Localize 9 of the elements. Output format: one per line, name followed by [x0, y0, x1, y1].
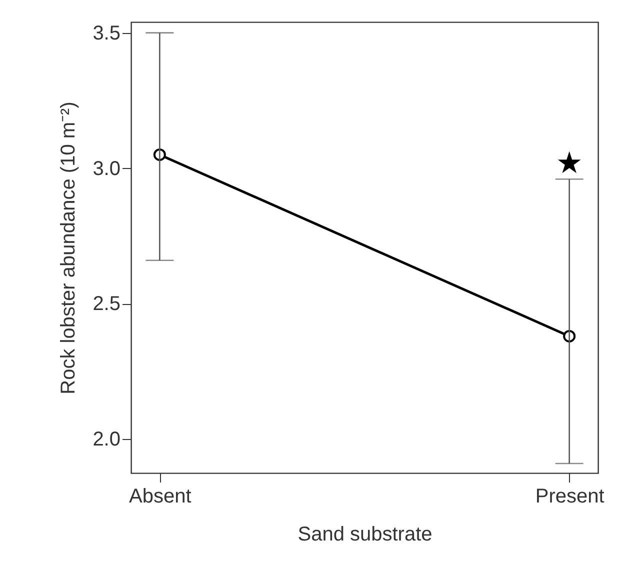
- x-tick-label: Present: [535, 486, 605, 508]
- y-tick-label: 3.5: [92, 22, 120, 44]
- y-tick-label: 2.0: [92, 428, 120, 451]
- annotation: ★: [556, 146, 583, 182]
- y-axis-title: Rock lobster abundance (10 m⁻²): [58, 102, 80, 394]
- y-tick-label: 2.5: [92, 293, 120, 316]
- x-axis-title: Sand substrate: [298, 524, 432, 546]
- x-tick-label: Absent: [129, 486, 192, 508]
- y-tick-label: 3.0: [92, 158, 120, 180]
